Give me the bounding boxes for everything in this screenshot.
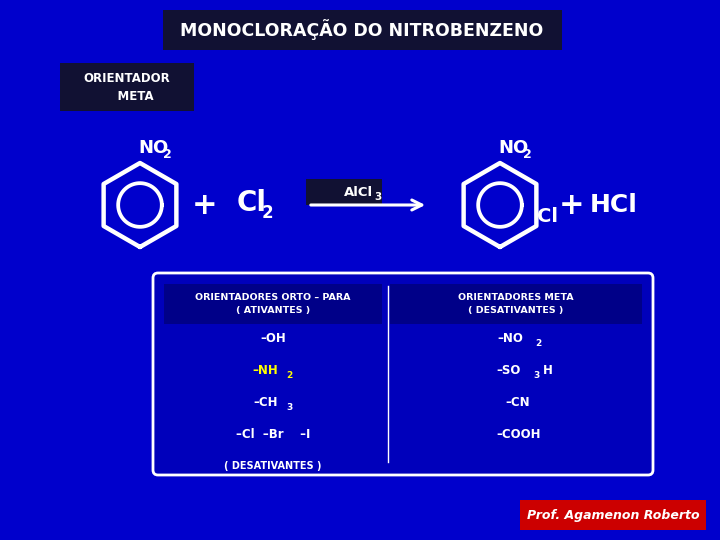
Text: Cl: Cl bbox=[237, 189, 267, 217]
FancyBboxPatch shape bbox=[520, 500, 706, 530]
Text: MONOCLORAÇÃO DO NITROBENZENO: MONOCLORAÇÃO DO NITROBENZENO bbox=[181, 19, 544, 40]
FancyBboxPatch shape bbox=[390, 284, 642, 324]
Text: HCl: HCl bbox=[590, 193, 638, 217]
Text: 3: 3 bbox=[533, 370, 539, 380]
Text: –NH: –NH bbox=[252, 363, 278, 376]
Text: 3: 3 bbox=[286, 402, 292, 411]
Text: Prof. Agamenon Roberto: Prof. Agamenon Roberto bbox=[527, 509, 699, 522]
Text: NO: NO bbox=[138, 139, 168, 157]
Text: –OH: –OH bbox=[260, 332, 286, 345]
Text: NO: NO bbox=[498, 139, 528, 157]
Text: –SO: –SO bbox=[496, 363, 521, 376]
Text: –NO: –NO bbox=[498, 332, 523, 345]
Text: H: H bbox=[543, 363, 553, 376]
FancyBboxPatch shape bbox=[163, 10, 562, 50]
FancyBboxPatch shape bbox=[153, 273, 653, 475]
Text: AlCl: AlCl bbox=[344, 186, 373, 199]
Text: –CH: –CH bbox=[253, 395, 277, 408]
Text: 2: 2 bbox=[286, 370, 292, 380]
Text: ORIENTADOR
    META: ORIENTADOR META bbox=[84, 71, 171, 103]
Text: –COOH: –COOH bbox=[496, 428, 541, 441]
Text: 2: 2 bbox=[163, 147, 172, 160]
Text: –CN: –CN bbox=[506, 395, 531, 408]
Text: Cl: Cl bbox=[537, 207, 558, 226]
Text: +: + bbox=[559, 191, 585, 219]
FancyBboxPatch shape bbox=[164, 284, 382, 324]
Text: 2: 2 bbox=[535, 339, 541, 348]
Text: 2: 2 bbox=[262, 204, 274, 222]
Text: 2: 2 bbox=[523, 147, 532, 160]
Text: +: + bbox=[192, 191, 218, 219]
Text: –Cl  –Br    –I: –Cl –Br –I bbox=[236, 428, 310, 441]
Text: ORIENTADORES META
( DESATIVANTES ): ORIENTADORES META ( DESATIVANTES ) bbox=[459, 293, 574, 315]
Text: ORIENTADORES ORTO – PARA
( ATIVANTES ): ORIENTADORES ORTO – PARA ( ATIVANTES ) bbox=[195, 293, 351, 315]
Text: ( DESATIVANTES ): ( DESATIVANTES ) bbox=[225, 461, 322, 471]
Text: 3: 3 bbox=[374, 192, 382, 202]
FancyBboxPatch shape bbox=[306, 179, 382, 205]
FancyBboxPatch shape bbox=[60, 63, 194, 111]
